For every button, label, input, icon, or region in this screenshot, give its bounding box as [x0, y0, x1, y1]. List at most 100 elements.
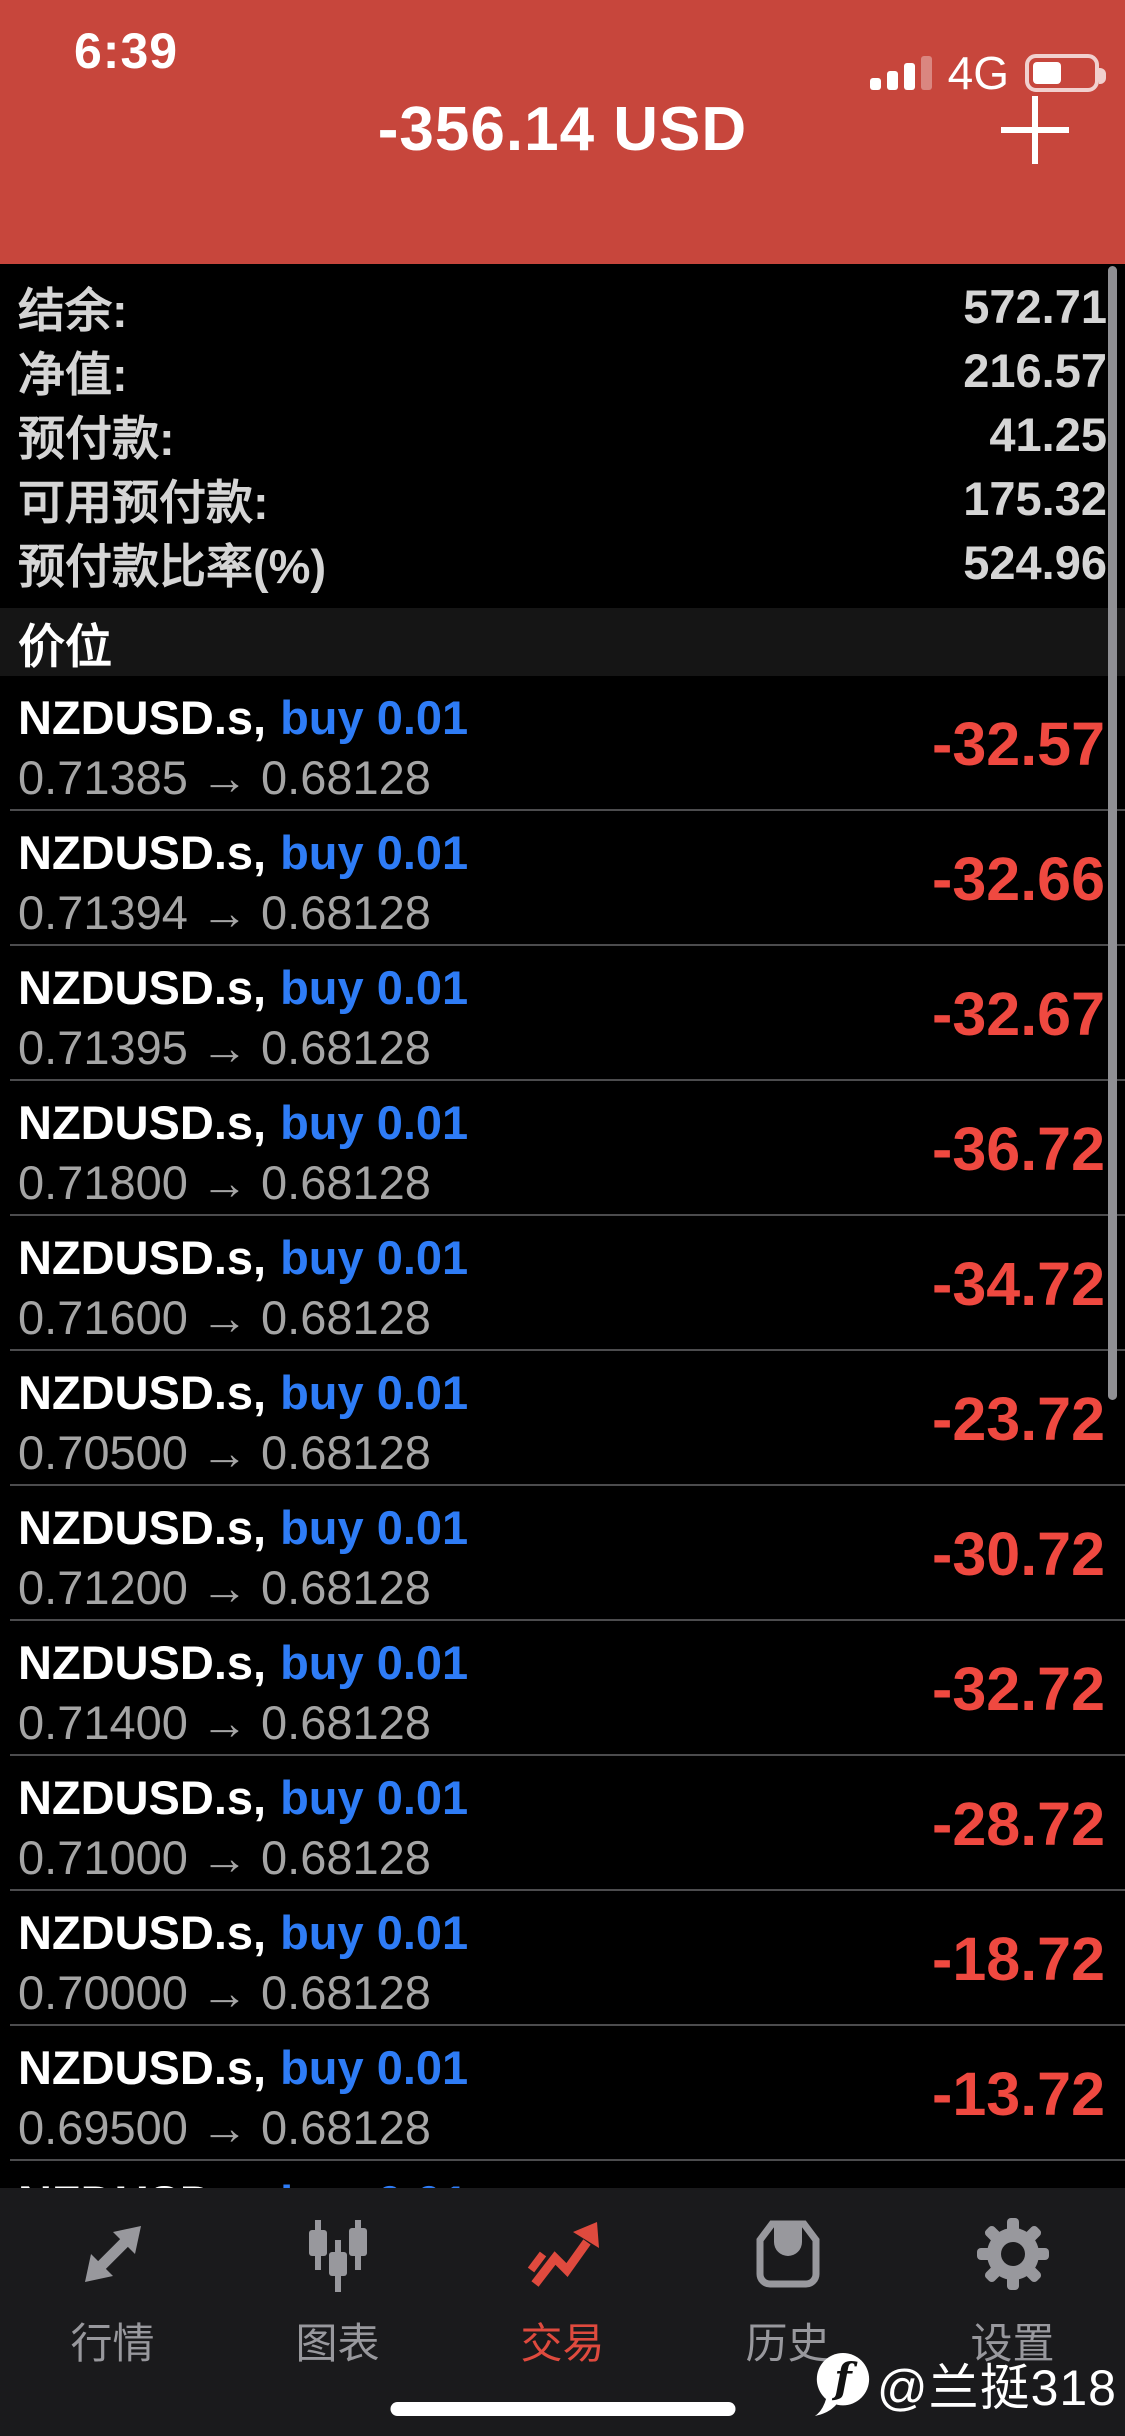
position-prices: 0.71000 → 0.68128	[18, 1831, 431, 1884]
position-side-volume: buy 0.01	[280, 1771, 469, 1824]
position-profit-loss: -32.72	[932, 1654, 1105, 1723]
position-title-line: NZDUSD.s,buy 0.01	[18, 690, 468, 745]
balance-value: 572.71	[963, 279, 1107, 333]
position-title-line: NZDUSD.s,buy 0.01	[18, 1365, 468, 1420]
candlestick-chart-icon	[292, 2208, 384, 2300]
balance-label: 结余:	[18, 283, 128, 337]
watermark: f @兰挺318	[811, 2348, 1117, 2420]
position-prices: 0.71200 → 0.68128	[18, 1561, 431, 1614]
margin-label: 预付款:	[18, 411, 175, 465]
position-row[interactable]: NZDUSD.s, buy 0.01 0.69500 → 0.68128 -13.…	[0, 2026, 1125, 2161]
position-symbol: NZDUSD.s,	[18, 1096, 267, 1149]
position-prices: 0.70500 → 0.68128	[18, 1426, 431, 1479]
tab-charts[interactable]: 图表	[225, 2188, 450, 2436]
status-icons: 4G	[869, 46, 1106, 100]
trend-arrows-icon	[67, 2208, 159, 2300]
trade-zigzag-arrow-icon	[517, 2208, 609, 2300]
position-profit-loss: -23.72	[932, 1384, 1105, 1453]
positions-section-title: 价位	[18, 619, 112, 673]
position-profit-loss: -32.57	[932, 709, 1105, 778]
position-profit-loss: -34.72	[932, 1249, 1105, 1318]
position-side-volume: buy 0.01	[280, 1231, 469, 1284]
bottom-tab-bar: 行情 图表	[0, 2188, 1125, 2436]
position-row[interactable]: NZDUSD.s, buy 0.01 0.71394 → 0.68128 -32.…	[0, 811, 1125, 946]
position-profit-loss: -13.72	[932, 2059, 1105, 2128]
position-row[interactable]: NZDUSD.s, buy 0.01 0.71800 → 0.68128 -36.…	[0, 1081, 1125, 1216]
position-prices: 0.71600 → 0.68128	[18, 1291, 431, 1344]
positions-list: NZDUSD.s, buy 0.01 0.71385 → 0.68128 -32.…	[0, 676, 1125, 2188]
gear-icon	[967, 2208, 1059, 2300]
margin-value: 41.25	[989, 407, 1107, 461]
position-symbol: NZDUSD.s,	[18, 1366, 267, 1419]
tab-charts-label: 图表	[295, 2320, 380, 2367]
tab-quotes[interactable]: 行情	[0, 2188, 225, 2436]
position-prices: 0.71395 → 0.68128	[18, 1021, 431, 1074]
position-side-volume: buy 0.01	[280, 826, 469, 879]
position-symbol: NZDUSD.s,	[18, 691, 267, 744]
tab-trade[interactable]: 交易	[450, 2188, 675, 2436]
f-logo-icon: f	[814, 2353, 869, 2416]
summary-row-margin: 预付款: 41.25	[0, 402, 1125, 466]
position-prices: 0.71800 → 0.68128	[18, 1156, 431, 1209]
position-title-line: NZDUSD.s,buy 0.01	[18, 1905, 468, 1960]
position-profit-loss: -30.72	[932, 1519, 1105, 1588]
home-indicator[interactable]	[390, 2402, 735, 2416]
status-time: 6:39	[74, 23, 179, 79]
equity-label: 净值:	[18, 347, 128, 401]
position-side-volume: buy 0.01	[280, 2041, 469, 2094]
tab-history[interactable]: 历史	[675, 2188, 900, 2436]
tab-settings[interactable]: 设置	[900, 2188, 1125, 2436]
position-side-volume: buy 0.01	[280, 1096, 469, 1149]
position-title-line: NZDUSD.s,buy 0.01	[18, 825, 468, 880]
margin-level-label: 预付款比率(%)	[18, 539, 327, 593]
scrollbar[interactable]	[1108, 266, 1117, 1400]
position-symbol: NZDUSD.s,	[18, 2041, 267, 2094]
position-profit-loss: -32.67	[932, 979, 1105, 1048]
summary-row-balance: 结余: 572.71	[0, 274, 1125, 338]
position-title-line: NZDUSD.s,buy 0.01	[18, 1230, 468, 1285]
position-symbol: NZDUSD.s,	[18, 2176, 266, 2188]
position-prices: 0.69500 → 0.68128	[18, 2101, 431, 2154]
signal-strength-icon	[869, 56, 932, 90]
position-title-line: NZDUSD.s,buy 0.01	[18, 1500, 468, 1555]
app-header: 6:39 4G -356.14 USD	[0, 0, 1125, 264]
battery-icon	[1025, 54, 1106, 92]
position-row[interactable]: NZDUSD.s, buy 0.01 0.71400 → 0.68128 -32.…	[0, 1621, 1125, 1756]
position-title-line: NZDUSD.s,buy 0.01	[18, 1635, 468, 1690]
position-row[interactable]: NZDUSD.s, buy 0.01 0.71200 → 0.68128 -30.…	[0, 1486, 1125, 1621]
position-prices: 0.70000 → 0.68128	[18, 1966, 431, 2019]
summary-row-free-margin: 可用预付款: 175.32	[0, 466, 1125, 530]
network-type-label: 4G	[947, 47, 1009, 99]
position-profit-loss: -18.72	[932, 1924, 1105, 1993]
position-title-line: NZDUSD.s,buy 0.01	[18, 960, 468, 1015]
free-margin-value: 175.32	[963, 471, 1107, 525]
add-order-button[interactable]	[997, 92, 1073, 168]
position-side-volume: buy 0.01	[280, 691, 469, 744]
position-row[interactable]: NZDUSD.s, buy 0.01 0.71385 → 0.68128 -32.…	[0, 676, 1125, 811]
position-row[interactable]: NZDUSD.s, buy 0.01 0.70500 → 0.68128 -23.…	[0, 1351, 1125, 1486]
position-symbol: NZDUSD.s,	[18, 826, 267, 879]
position-symbol: NZDUSD.s,	[18, 961, 267, 1014]
summary-row-equity: 净值: 216.57	[0, 338, 1125, 402]
position-row[interactable]: NZDUSD.s, buy 0.01 0.71600 → 0.68128 -34.…	[0, 1216, 1125, 1351]
summary-row-margin-level: 预付款比率(%) 524.96	[0, 530, 1125, 594]
position-profit-loss: -36.72	[932, 1114, 1105, 1183]
total-profit-title: -356.14 USD	[377, 95, 748, 164]
position-side-volume: buy 0.01	[280, 1636, 469, 1689]
position-symbol: NZDUSD.s,	[18, 1231, 267, 1284]
position-symbol: NZDUSD.s,	[18, 1636, 267, 1689]
position-side-volume: buy 0.01	[280, 1501, 469, 1554]
watermark-text: @兰挺318	[876, 2360, 1117, 2416]
position-row[interactable]: NZDUSD.s, buy 0.01	[0, 2161, 1125, 2188]
account-summary: 结余: 572.71 净值: 216.57 预付款: 41.25 可用预付款: …	[0, 264, 1125, 608]
tab-settings-label: 设置	[970, 2320, 1055, 2367]
position-side-volume: buy 0.01	[280, 1366, 469, 1419]
position-row[interactable]: NZDUSD.s, buy 0.01 0.71000 → 0.68128 -28.…	[0, 1756, 1125, 1891]
position-row[interactable]: NZDUSD.s, buy 0.01 0.70000 → 0.68128 -18.…	[0, 1891, 1125, 2026]
position-row[interactable]: NZDUSD.s, buy 0.01 0.71395 → 0.68128 -32.…	[0, 946, 1125, 1081]
position-side-volume: buy 0.01	[280, 961, 469, 1014]
equity-value: 216.57	[963, 343, 1107, 397]
position-profit-loss: -32.66	[932, 844, 1105, 913]
history-tray-icon	[742, 2208, 834, 2300]
position-prices: 0.71385 → 0.68128	[18, 751, 431, 804]
